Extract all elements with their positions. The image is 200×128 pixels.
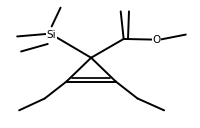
Text: Si: Si bbox=[47, 30, 56, 40]
Text: O: O bbox=[152, 35, 160, 45]
